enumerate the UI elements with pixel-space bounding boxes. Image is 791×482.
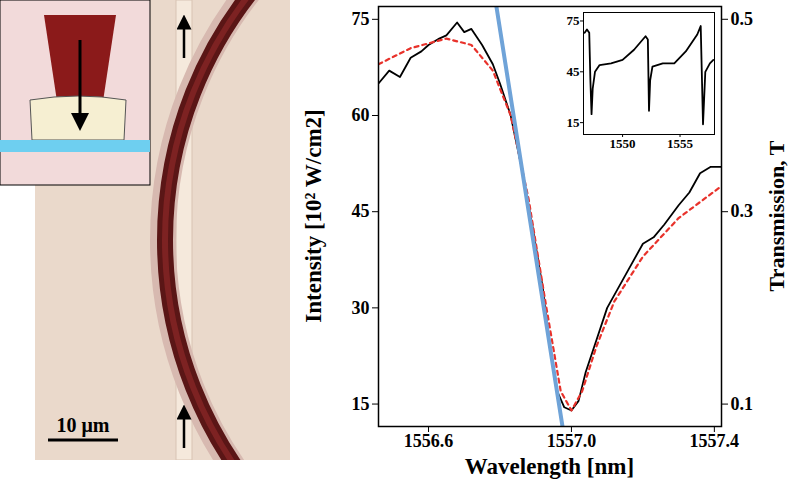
svg-text:1557.0: 1557.0 bbox=[547, 431, 597, 451]
svg-text:60: 60 bbox=[352, 105, 370, 125]
svg-text:0.1: 0.1 bbox=[731, 394, 754, 414]
svg-text:45: 45 bbox=[352, 201, 370, 221]
html-text:Intensity [10² W/cm2]: Intensity [10² W/cm2] bbox=[300, 109, 326, 323]
svg-text:1556.6: 1556.6 bbox=[404, 431, 454, 451]
html-text:Transmission, T: Transmission, T bbox=[764, 140, 789, 292]
svg-text:45: 45 bbox=[567, 64, 581, 79]
svg-text:0.5: 0.5 bbox=[731, 9, 754, 29]
html-text:Wavelength [nm]: Wavelength [nm] bbox=[464, 454, 635, 479]
svg-text:1555: 1555 bbox=[667, 136, 694, 151]
svg-text:1557.4: 1557.4 bbox=[690, 431, 740, 451]
svg-text:1550: 1550 bbox=[610, 136, 636, 151]
svg-text:15: 15 bbox=[567, 115, 581, 130]
svg-text:75: 75 bbox=[567, 13, 581, 28]
svg-text:15: 15 bbox=[352, 394, 370, 414]
svg-text:30: 30 bbox=[352, 298, 370, 318]
svg-text:10 μm: 10 μm bbox=[57, 414, 110, 437]
svg-text:0.3: 0.3 bbox=[731, 201, 754, 221]
svg-text:75: 75 bbox=[352, 9, 370, 29]
